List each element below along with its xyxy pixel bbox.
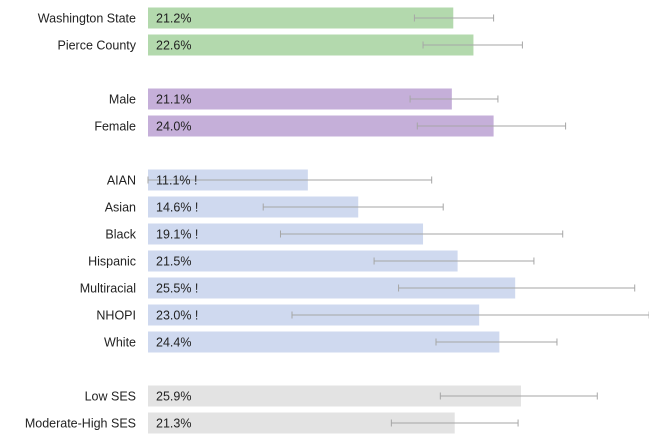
error-bar-black — [279, 230, 564, 238]
error-bar-hispanic — [373, 257, 535, 265]
category-label-multiracial: Multiracial — [80, 282, 136, 296]
data-label-black: 19.1% ! — [156, 228, 198, 242]
data-label-hispanic: 21.5% — [156, 255, 191, 269]
bar-male — [148, 88, 452, 110]
bar-pierce-county — [148, 34, 474, 56]
data-label-nhopi: 23.0% ! — [156, 309, 198, 323]
data-label-female: 24.0% — [156, 120, 191, 134]
bar-row-washington-state: Washington State 21.2% — [38, 7, 495, 29]
category-label-female: Female — [94, 120, 136, 134]
data-label-multiracial: 25.5% ! — [156, 282, 198, 296]
bar-asian — [148, 196, 359, 218]
bar-hispanic — [148, 250, 458, 272]
data-label-moderate-high-ses: 21.3% — [156, 417, 191, 431]
data-label-washington-state: 21.2% — [156, 12, 191, 26]
bar-row-male: Male 21.1% — [109, 88, 499, 110]
error-bar-nhopi — [291, 311, 649, 319]
category-label-low-ses: Low SES — [85, 390, 136, 404]
error-bar-low-ses — [439, 392, 598, 400]
error-bar-multiracial — [398, 284, 636, 292]
bar-moderate-high-ses — [148, 412, 455, 434]
category-label-asian: Asian — [105, 201, 136, 215]
error-bar-washington-state — [413, 14, 495, 22]
bar-washington-state — [148, 7, 454, 29]
data-label-low-ses: 25.9% — [156, 390, 191, 404]
category-label-white: White — [104, 336, 136, 350]
bar-row-multiracial: Multiracial 25.5% ! — [80, 277, 636, 299]
bar-row-black: Black 19.1% ! — [105, 223, 564, 245]
category-label-aian: AIAN — [107, 174, 136, 188]
error-bar-asian — [262, 203, 444, 211]
error-bar-moderate-high-ses — [390, 419, 519, 427]
category-label-moderate-high-ses: Moderate-High SES — [25, 417, 136, 431]
bar-row-asian: Asian 14.6% ! — [105, 196, 444, 218]
bar-female — [148, 115, 494, 137]
data-label-white: 24.4% — [156, 336, 191, 350]
category-label-hispanic: Hispanic — [88, 255, 136, 269]
error-bar-male — [409, 95, 499, 103]
data-label-aian: 11.1% ! — [156, 174, 197, 188]
bar-row-aian: AIAN 11.1% ! — [107, 169, 433, 191]
bar-low-ses — [148, 385, 521, 407]
bar-row-female: Female 24.0% — [94, 115, 567, 137]
data-label-male: 21.1% — [156, 93, 191, 107]
bar-row-nhopi: NHOPI 23.0% ! — [96, 304, 649, 326]
error-bar-female — [416, 122, 567, 130]
error-bar-pierce-county — [422, 41, 523, 49]
category-label-nhopi: NHOPI — [96, 309, 136, 323]
error-bar-white — [435, 338, 558, 346]
bar-white — [148, 331, 500, 353]
chart-rows: Washington State 21.2% Pierce County 22.6% M… — [25, 7, 649, 434]
category-label-pierce-county: Pierce County — [57, 39, 136, 53]
bar-multiracial — [148, 277, 516, 299]
error-bar-aian — [147, 176, 433, 184]
data-label-asian: 14.6% ! — [156, 201, 198, 215]
bar-row-white: White 24.4% — [104, 331, 558, 353]
data-label-pierce-county: 22.6% — [156, 39, 191, 53]
category-label-male: Male — [109, 93, 136, 107]
category-label-washington-state: Washington State — [38, 12, 136, 26]
category-label-black: Black — [105, 228, 136, 242]
bar-row-pierce-county: Pierce County 22.6% — [57, 34, 523, 56]
bar-row-hispanic: Hispanic 21.5% — [88, 250, 535, 272]
bar-row-low-ses: Low SES 25.9% — [85, 385, 598, 407]
bar-row-moderate-high-ses: Moderate-High SES 21.3% — [25, 412, 519, 434]
